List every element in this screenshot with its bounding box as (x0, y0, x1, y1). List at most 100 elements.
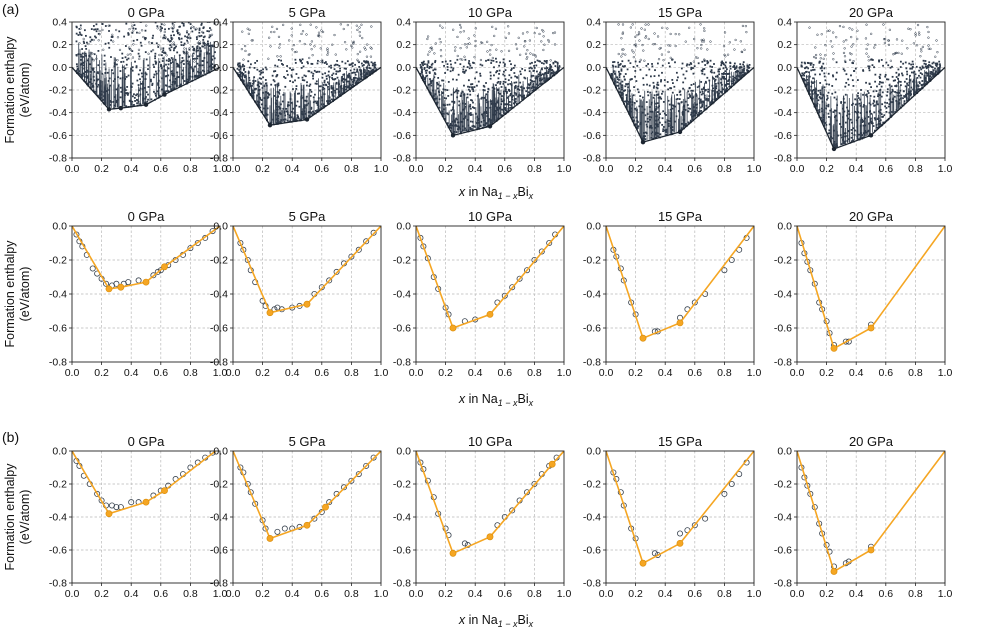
structure-point (540, 83, 543, 85)
structure-marker (209, 451, 216, 456)
structure-point (374, 64, 377, 66)
outlier-point (320, 29, 323, 32)
structure-point (202, 36, 205, 39)
structure-point (140, 44, 143, 47)
structure-point (127, 74, 130, 77)
structure-point (657, 84, 660, 86)
structure-point (550, 72, 553, 75)
outlier-point (278, 46, 281, 49)
structure-point (286, 70, 288, 72)
structure-point (212, 66, 214, 69)
outlier-point (526, 55, 529, 59)
structure-point (715, 97, 718, 100)
outlier-point (652, 43, 655, 46)
structure-point (420, 66, 423, 69)
outlier-point (494, 27, 498, 30)
structure-point (515, 92, 518, 95)
structure-point (652, 81, 655, 84)
structure-point (356, 77, 359, 80)
outlier-point (157, 44, 160, 47)
structure-point (714, 86, 717, 89)
structure-point (691, 89, 694, 92)
y-tick-label: -0.2 (774, 85, 792, 97)
outlier-point (140, 29, 144, 32)
structure-point (300, 67, 303, 69)
structure-point (305, 95, 308, 98)
outlier-point (873, 46, 876, 49)
structure-point (104, 72, 107, 74)
structure-point (351, 62, 354, 65)
outlier-point (87, 42, 90, 46)
outlier-point (364, 48, 367, 51)
structure-point (828, 129, 831, 132)
structure-point (701, 105, 704, 108)
structure-point (160, 64, 162, 66)
structure-point (512, 94, 514, 97)
structure-point (718, 73, 721, 76)
structure-point (150, 98, 153, 101)
structure-point (702, 92, 704, 95)
structure-point (236, 67, 239, 70)
structure-point (701, 60, 704, 63)
outlier-point (454, 46, 457, 49)
structure-point (348, 80, 351, 83)
structure-point (455, 117, 458, 120)
structure-point (901, 104, 904, 107)
structure-point (844, 93, 847, 96)
structure-point (870, 120, 873, 123)
structure-point (119, 70, 122, 72)
outlier-point (365, 55, 369, 58)
structure-point (675, 98, 678, 101)
structure-point (934, 74, 937, 77)
outlier-point (128, 27, 131, 31)
outlier-point (480, 41, 483, 44)
y-tick-label: -0.8 (393, 578, 411, 590)
structure-point (276, 83, 279, 86)
structure-point (690, 68, 693, 71)
structure-point (82, 40, 85, 43)
structure-point (473, 107, 476, 109)
outlier-point (326, 49, 329, 52)
structure-point (818, 111, 821, 113)
structure-point (464, 115, 467, 118)
structure-point (890, 85, 893, 88)
structure-point (707, 90, 710, 93)
structure-point (312, 110, 314, 113)
structure-point (304, 99, 307, 102)
structure-point (800, 61, 803, 64)
structure-point (803, 79, 805, 81)
structure-point (326, 81, 329, 84)
x-tick-label: 0.6 (687, 367, 702, 379)
structure-point (665, 133, 668, 136)
outlier-point (870, 32, 873, 36)
structure-point (433, 68, 436, 71)
structure-point (120, 91, 123, 93)
structure-point (687, 90, 690, 93)
structure-point (282, 63, 284, 66)
structure-point (618, 76, 621, 79)
structure-point (351, 85, 353, 88)
structure-point (700, 93, 703, 96)
structure-point (926, 65, 929, 68)
structure-point (119, 86, 122, 89)
outlier-point (733, 48, 736, 51)
structure-marker (501, 292, 508, 299)
y-tick-label: -0.8 (774, 153, 792, 165)
structure-point (469, 105, 472, 108)
structure-point (335, 81, 338, 84)
outlier-point (542, 35, 545, 38)
structure-point (688, 87, 691, 90)
x-label-na: in Na (465, 185, 498, 199)
outlier-point (137, 48, 141, 51)
outlier-point (126, 53, 129, 56)
structure-point (339, 67, 342, 70)
structure-point (93, 79, 96, 82)
y-tick-label: -0.2 (49, 85, 67, 97)
structure-point (916, 76, 919, 79)
structure-point (619, 63, 622, 65)
structure-point (452, 78, 454, 81)
structure-point (898, 80, 900, 83)
structure-point (181, 76, 184, 79)
structure-point (504, 103, 507, 106)
structure-point (627, 59, 630, 62)
